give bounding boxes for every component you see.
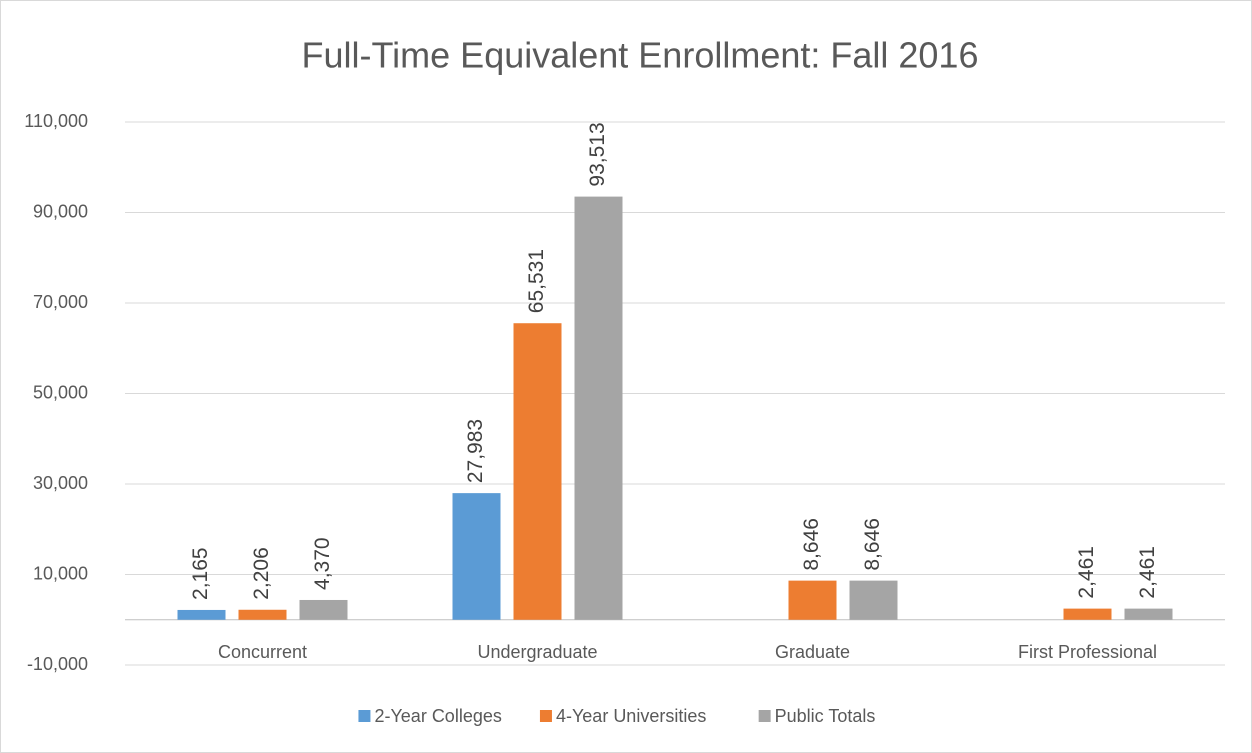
legend-label: 4-Year Universities (556, 706, 706, 726)
data-label: 65,531 (525, 249, 548, 313)
data-label: 8,646 (861, 518, 884, 571)
legend-label: 2-Year Colleges (374, 706, 501, 726)
data-label: 27,983 (464, 419, 487, 483)
y-tick-label: 90,000 (33, 201, 88, 221)
data-label: 2,461 (1075, 546, 1098, 599)
data-label: 2,461 (1136, 546, 1159, 599)
data-label: 2,165 (189, 547, 212, 600)
legend-swatch (758, 710, 771, 722)
y-tick-label: 110,000 (24, 111, 88, 131)
bar (299, 599, 348, 620)
data-label: 93,513 (586, 122, 609, 186)
y-tick-label: 70,000 (33, 292, 88, 312)
y-tick-label: 30,000 (33, 473, 88, 493)
bar (849, 580, 898, 620)
bar (1124, 608, 1173, 620)
x-tick-label: Graduate (775, 642, 850, 662)
bar (177, 609, 226, 620)
bar (1063, 608, 1112, 620)
x-tick-label: First Professional (1018, 642, 1157, 662)
y-tick-label: -10,000 (27, 654, 88, 674)
legend-swatch (358, 710, 371, 722)
bar (513, 323, 562, 620)
legend-swatch (539, 710, 552, 722)
chart-title: Full-Time Equivalent Enrollment: Fall 20… (302, 35, 979, 76)
legend-label: Public Totals (775, 706, 876, 726)
data-label: 4,370 (311, 537, 334, 590)
bar (788, 580, 837, 620)
data-label: 8,646 (800, 518, 823, 571)
bar (574, 196, 623, 620)
y-tick-label: 10,000 (33, 563, 88, 583)
bar (452, 493, 501, 620)
bar (238, 609, 287, 620)
y-tick-label: 50,000 (33, 382, 88, 402)
data-label: 2,206 (250, 547, 273, 600)
x-tick-label: Undergraduate (477, 642, 597, 662)
x-tick-label: Concurrent (218, 642, 307, 662)
